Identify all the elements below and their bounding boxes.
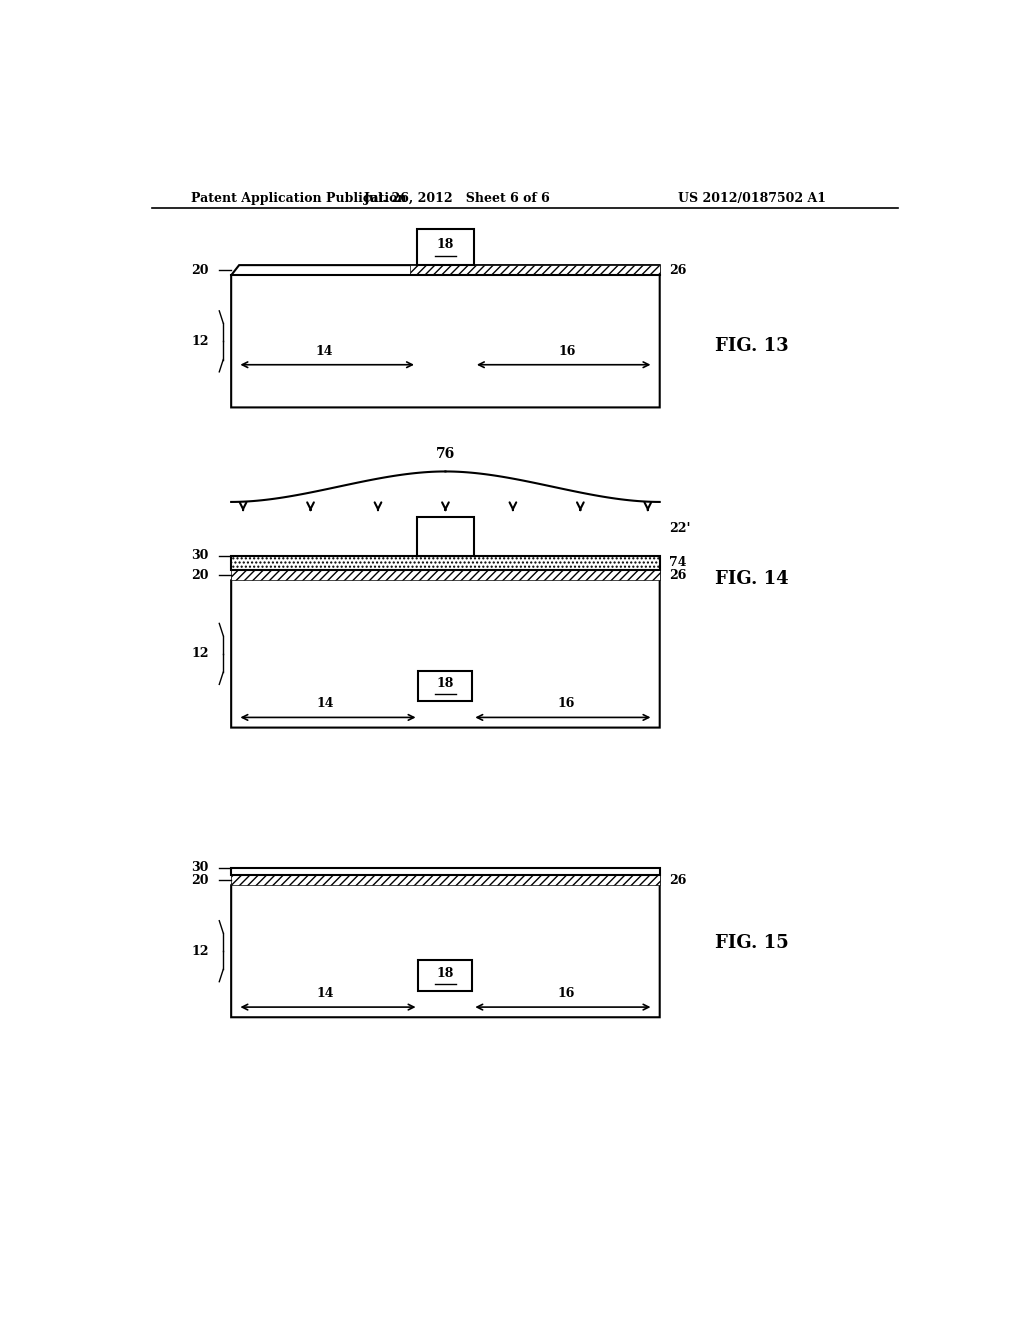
Bar — [410, 265, 659, 276]
Bar — [419, 961, 472, 991]
Text: 26: 26 — [670, 569, 687, 582]
Text: 18: 18 — [437, 677, 454, 690]
Text: US 2012/0187502 A1: US 2012/0187502 A1 — [678, 191, 826, 205]
Bar — [419, 671, 472, 701]
Text: 12: 12 — [191, 647, 209, 660]
Text: 16: 16 — [557, 987, 574, 1001]
Text: FIG. 15: FIG. 15 — [715, 933, 790, 952]
Text: 16: 16 — [557, 697, 574, 710]
Text: 20: 20 — [191, 874, 209, 887]
Text: 16: 16 — [558, 345, 575, 358]
Text: 14: 14 — [316, 987, 334, 1001]
Text: 14: 14 — [316, 697, 334, 710]
Bar — [231, 875, 659, 886]
Text: Jul. 26, 2012   Sheet 6 of 6: Jul. 26, 2012 Sheet 6 of 6 — [364, 191, 551, 205]
Text: 12: 12 — [191, 335, 209, 348]
Text: 20: 20 — [191, 264, 209, 277]
Text: 22': 22' — [670, 523, 691, 536]
Text: FIG. 14: FIG. 14 — [715, 570, 788, 589]
Text: 26: 26 — [670, 264, 687, 277]
Text: 30: 30 — [191, 862, 209, 874]
Bar — [231, 570, 659, 581]
Text: 14: 14 — [315, 345, 333, 358]
Text: 76: 76 — [436, 447, 455, 461]
Text: 12: 12 — [191, 945, 209, 958]
Bar — [231, 867, 659, 875]
Bar — [417, 228, 474, 265]
Text: 30: 30 — [191, 549, 209, 562]
Text: FIG. 13: FIG. 13 — [715, 338, 788, 355]
Text: 18: 18 — [437, 239, 454, 251]
Text: 20: 20 — [191, 569, 209, 582]
Text: 18: 18 — [437, 968, 454, 979]
Bar — [231, 556, 659, 570]
Text: Patent Application Publication: Patent Application Publication — [191, 191, 407, 205]
Text: 26: 26 — [670, 874, 687, 887]
Bar — [417, 517, 474, 556]
Text: 74: 74 — [670, 557, 687, 569]
